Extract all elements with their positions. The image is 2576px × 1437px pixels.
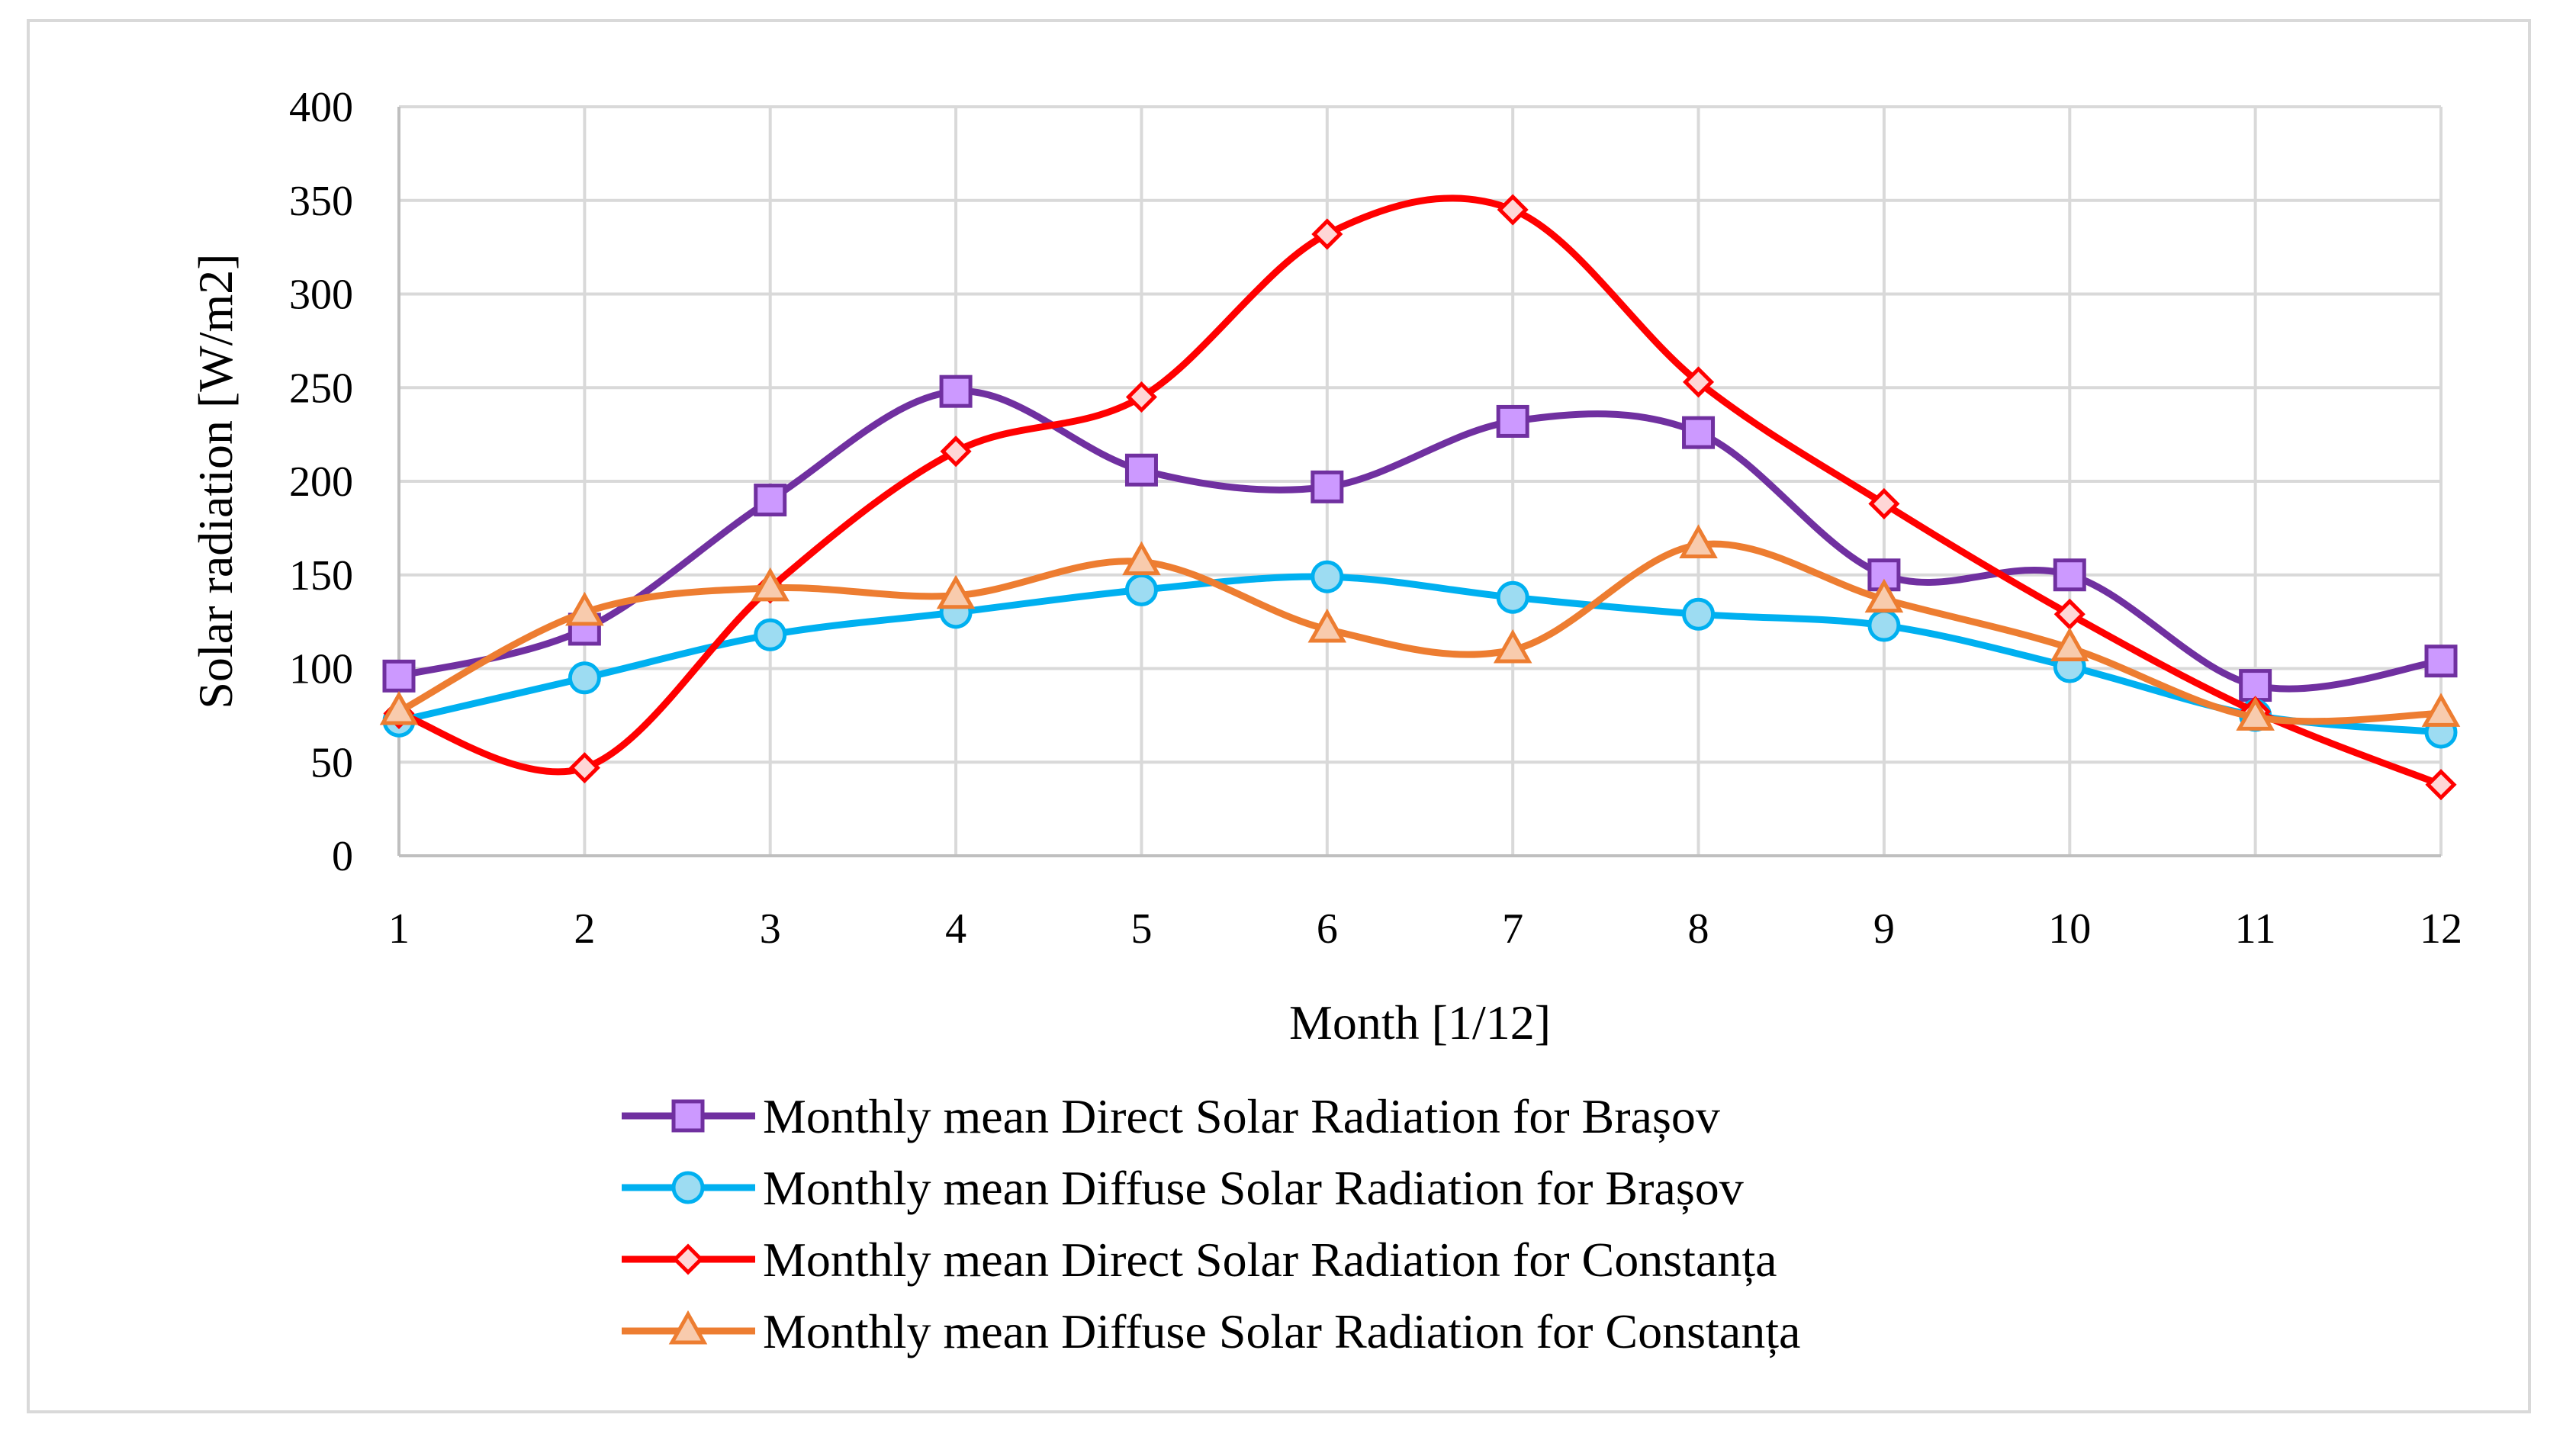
x-tick-label: 7 <box>1502 905 1523 953</box>
y-tick-label: 50 <box>310 739 353 786</box>
y-tick-label: 300 <box>289 272 353 319</box>
x-tick-label: 12 <box>2420 905 2462 953</box>
data-point <box>2236 696 2275 731</box>
gridlines <box>399 105 2443 856</box>
data-point <box>379 690 419 725</box>
data-point <box>1125 381 1157 413</box>
y-tick-label: 400 <box>289 84 353 131</box>
x-tick-label: 3 <box>760 905 781 953</box>
series <box>379 194 2461 801</box>
data-point <box>1682 597 1716 631</box>
data-point <box>1124 453 1158 487</box>
data-point <box>1496 580 1529 614</box>
legend-marker <box>671 1099 705 1133</box>
legend-label: Monthly mean Direct Solar Radiation for … <box>763 1233 1777 1287</box>
x-axis-title: Month [1/12] <box>1289 995 1551 1050</box>
data-point <box>1867 609 1901 642</box>
data-point <box>1497 194 1529 226</box>
series-1 <box>382 375 2458 702</box>
data-point <box>936 574 976 609</box>
data-point <box>1311 218 1343 250</box>
y-tick-label: 200 <box>289 458 353 506</box>
data-point <box>1311 560 1344 593</box>
x-tick-label: 2 <box>574 905 595 953</box>
legend-marker <box>668 1310 708 1345</box>
data-point <box>1496 404 1529 438</box>
y-tick-label: 150 <box>289 552 353 600</box>
data-point <box>1868 487 1900 519</box>
data-point <box>1307 608 1347 643</box>
data-point <box>382 659 416 693</box>
data-point <box>1493 628 1532 664</box>
series-line <box>395 573 2445 736</box>
data-point <box>1682 416 1716 449</box>
y-tick-label: 100 <box>289 646 353 693</box>
legend-marker <box>672 1243 704 1275</box>
y-axis-title: Solar radiation [W/m2] <box>188 253 243 709</box>
x-tick-label: 11 <box>2235 905 2276 953</box>
data-point <box>2421 693 2461 727</box>
legend-item: Monthly mean Diffuse Solar Radiation for… <box>622 1304 1800 1358</box>
x-tick-label: 9 <box>1873 905 1895 953</box>
data-point <box>1683 366 1715 398</box>
data-point <box>1311 470 1344 503</box>
data-point <box>939 375 973 408</box>
data-point <box>940 436 972 468</box>
x-tick-label: 8 <box>1688 905 1709 953</box>
data-point <box>2053 558 2086 592</box>
data-point <box>568 752 600 784</box>
data-point <box>2424 645 2458 678</box>
series-line <box>395 194 2445 789</box>
y-tick-label: 250 <box>289 365 353 412</box>
data-point <box>1864 578 1904 613</box>
series-line <box>395 387 2445 693</box>
legend-label: Monthly mean Direct Solar Radiation for … <box>763 1089 1720 1143</box>
data-point <box>568 661 601 695</box>
legend-marker <box>671 1171 705 1204</box>
legend-label: Monthly mean Diffuse Solar Radiation for… <box>763 1161 1744 1215</box>
y-tick-label: 350 <box>289 178 353 225</box>
data-point <box>565 591 604 626</box>
legend-label: Monthly mean Diffuse Solar Radiation for… <box>763 1304 1800 1358</box>
data-point <box>2239 669 2272 702</box>
x-tick-label: 5 <box>1130 905 1152 953</box>
x-tick-label: 1 <box>388 905 410 953</box>
data-point <box>754 484 787 517</box>
x-tick-label: 10 <box>2048 905 2091 953</box>
data-point <box>1124 573 1158 606</box>
legend-item: Monthly mean Direct Solar Radiation for … <box>622 1089 1720 1143</box>
chart-frame <box>27 19 2531 1413</box>
data-point <box>2425 769 2457 801</box>
data-point <box>754 618 787 651</box>
data-point <box>1122 541 1161 576</box>
legend-item: Monthly mean Direct Solar Radiation for … <box>622 1233 1777 1287</box>
data-point <box>751 567 790 602</box>
series-3 <box>383 194 2457 801</box>
x-tick-label: 4 <box>945 905 966 953</box>
legend: Monthly mean Direct Solar Radiation for … <box>622 1089 1800 1358</box>
data-point <box>1679 524 1718 558</box>
series-4 <box>379 524 2461 731</box>
x-tick-label: 6 <box>1317 905 1338 953</box>
legend-item: Monthly mean Diffuse Solar Radiation for… <box>622 1161 1744 1215</box>
y-tick-label: 0 <box>332 833 353 880</box>
data-point <box>2053 598 2086 630</box>
series-line <box>395 540 2445 725</box>
data-point <box>2050 627 2089 661</box>
